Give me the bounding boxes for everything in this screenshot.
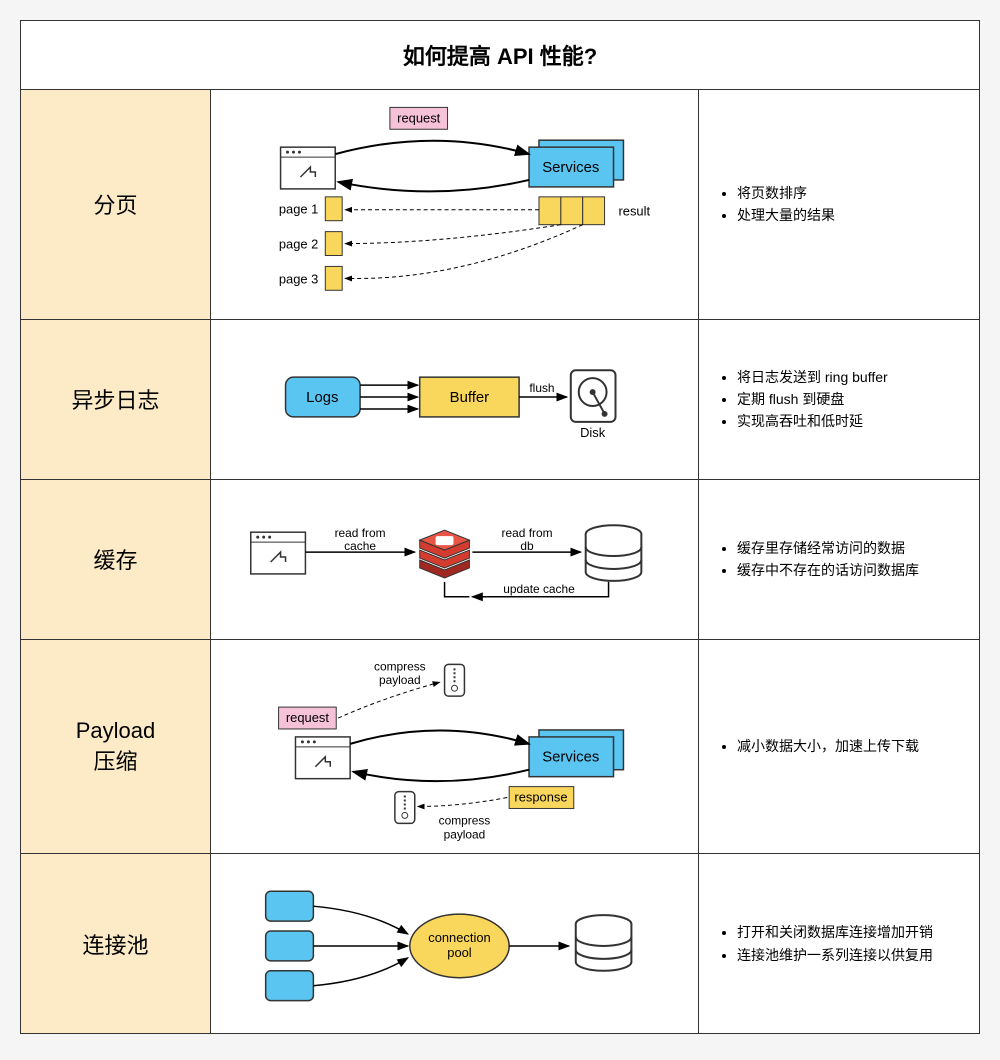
desc-cache: 缓存里存储经常访问的数据 缓存中不存在的话访问数据库 [699,480,979,639]
row-async-log: 异步日志 Logs Buffer flush Disk [21,320,979,480]
svg-text:payload: payload [444,827,486,841]
desc-pool: 打开和关闭数据库连接增加开销 连接池维护一系列连接以供复用 [699,854,979,1033]
svg-text:pool: pool [447,945,471,960]
label-payload: Payload 压缩 [21,640,211,854]
page-title: 如何提高 API 性能? [21,21,979,90]
request-label: request [397,110,440,125]
label-pagination: 分页 [21,90,211,319]
row-cache: 缓存 read from cache [21,480,979,640]
services-label: Services [542,160,599,176]
diagram-cache: read from cache read from db [211,480,699,639]
svg-text:compress: compress [374,659,426,673]
diagram-async-log: Logs Buffer flush Disk [211,320,699,479]
buffer-label: Buffer [450,390,489,406]
desc-payload: 减小数据大小，加速上传下载 [699,640,979,854]
page3: page 3 [279,271,318,286]
row-pagination: 分页 request Services [21,90,979,320]
flush-label: flush [529,381,554,395]
update-cache: update cache [503,581,575,595]
disk-label: Disk [580,424,606,439]
row-payload: Payload 压缩 request compress payload [21,640,979,855]
diagram-pool: connection pool [211,854,699,1033]
desc-async-log: 将日志发送到 ring buffer 定期 flush 到硬盘 实现高吞吐和低时… [699,320,979,479]
response-label: response [514,789,567,804]
infographic-container: 如何提高 API 性能? 分页 request Service [20,20,980,1034]
diagram-pagination: request Services result [211,90,699,319]
svg-text:compress: compress [439,813,491,827]
svg-text:connection: connection [428,930,490,945]
desc-pagination: 将页数排序 处理大量的结果 [699,90,979,319]
logs-label: Logs [306,390,338,406]
page1: page 1 [279,202,318,217]
request-label2: request [286,710,329,725]
svg-text:read from: read from [502,526,553,540]
label-async-log: 异步日志 [21,320,211,479]
services-label2: Services [542,749,599,765]
svg-text:payload: payload [379,673,421,687]
row-pool: 连接池 connection pool [21,854,979,1033]
label-cache: 缓存 [21,480,211,639]
page2: page 2 [279,237,318,252]
diagram-payload: request compress payload Services [211,640,699,854]
label-pool: 连接池 [21,854,211,1033]
svg-text:db: db [520,539,534,553]
result-label: result [618,204,650,219]
svg-text:cache: cache [344,539,376,553]
svg-text:read from: read from [335,526,386,540]
